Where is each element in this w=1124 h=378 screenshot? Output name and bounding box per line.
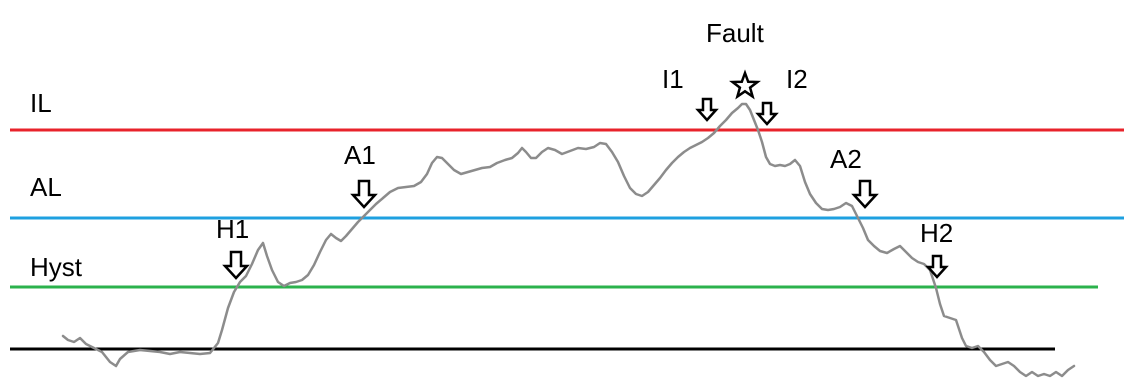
signal-trace	[61, 102, 1076, 378]
hyst-label: Hyst	[30, 252, 83, 282]
il-label: IL	[30, 88, 52, 118]
h2-down-arrow-icon	[925, 254, 949, 279]
al-label: AL	[30, 172, 62, 202]
fault-star-icon	[729, 69, 761, 100]
i2-down-arrow-icon	[755, 101, 779, 126]
h1-label: H1	[216, 214, 249, 244]
h2-label: H2	[920, 218, 953, 248]
i1-label: I1	[662, 64, 684, 94]
a1-label: A1	[344, 140, 376, 170]
i2-label: I2	[786, 64, 808, 94]
a2-label: A2	[830, 144, 862, 174]
h1-down-arrow-icon	[222, 250, 250, 280]
a2-down-arrow-icon	[851, 179, 879, 209]
fault-label: Fault	[706, 18, 765, 48]
a1-down-arrow-icon	[350, 179, 378, 209]
i1-down-arrow-icon	[695, 97, 719, 122]
